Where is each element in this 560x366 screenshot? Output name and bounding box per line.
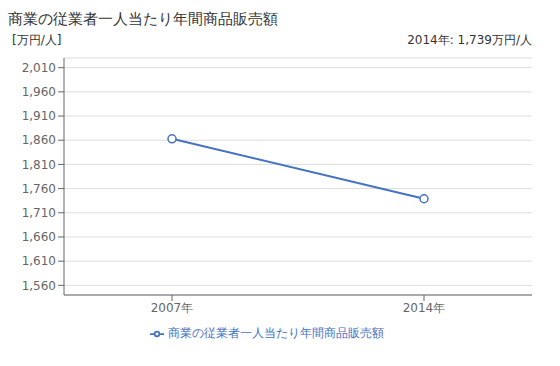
svg-text:1,910: 1,910 [22, 109, 56, 123]
svg-text:1,810: 1,810 [22, 158, 56, 172]
html-text:商業の従業者一人当たり年間商品販売額: 商業の従業者一人当たり年間商品販売額 [168, 326, 384, 340]
svg-text:1,610: 1,610 [22, 254, 56, 268]
svg-text:1,660: 1,660 [22, 230, 56, 244]
svg-text:1,960: 1,960 [22, 85, 56, 99]
svg-text:1,760: 1,760 [22, 182, 56, 196]
svg-text:1,710: 1,710 [22, 206, 56, 220]
svg-text:2014年: 2014年 [403, 301, 446, 315]
svg-text:1,860: 1,860 [22, 133, 56, 147]
html-text:[万円/人]: [万円/人] [12, 33, 62, 47]
html-text:商業の従業者一人当たり年間商品販売額: 商業の従業者一人当たり年間商品販売額 [8, 10, 278, 28]
svg-text:2007年: 2007年 [151, 301, 194, 315]
svg-text:2,010: 2,010 [22, 61, 56, 75]
svg-text:1,560: 1,560 [22, 279, 56, 293]
html-text:2014年: 1,739万円/人: 2014年: 1,739万円/人 [407, 33, 532, 47]
